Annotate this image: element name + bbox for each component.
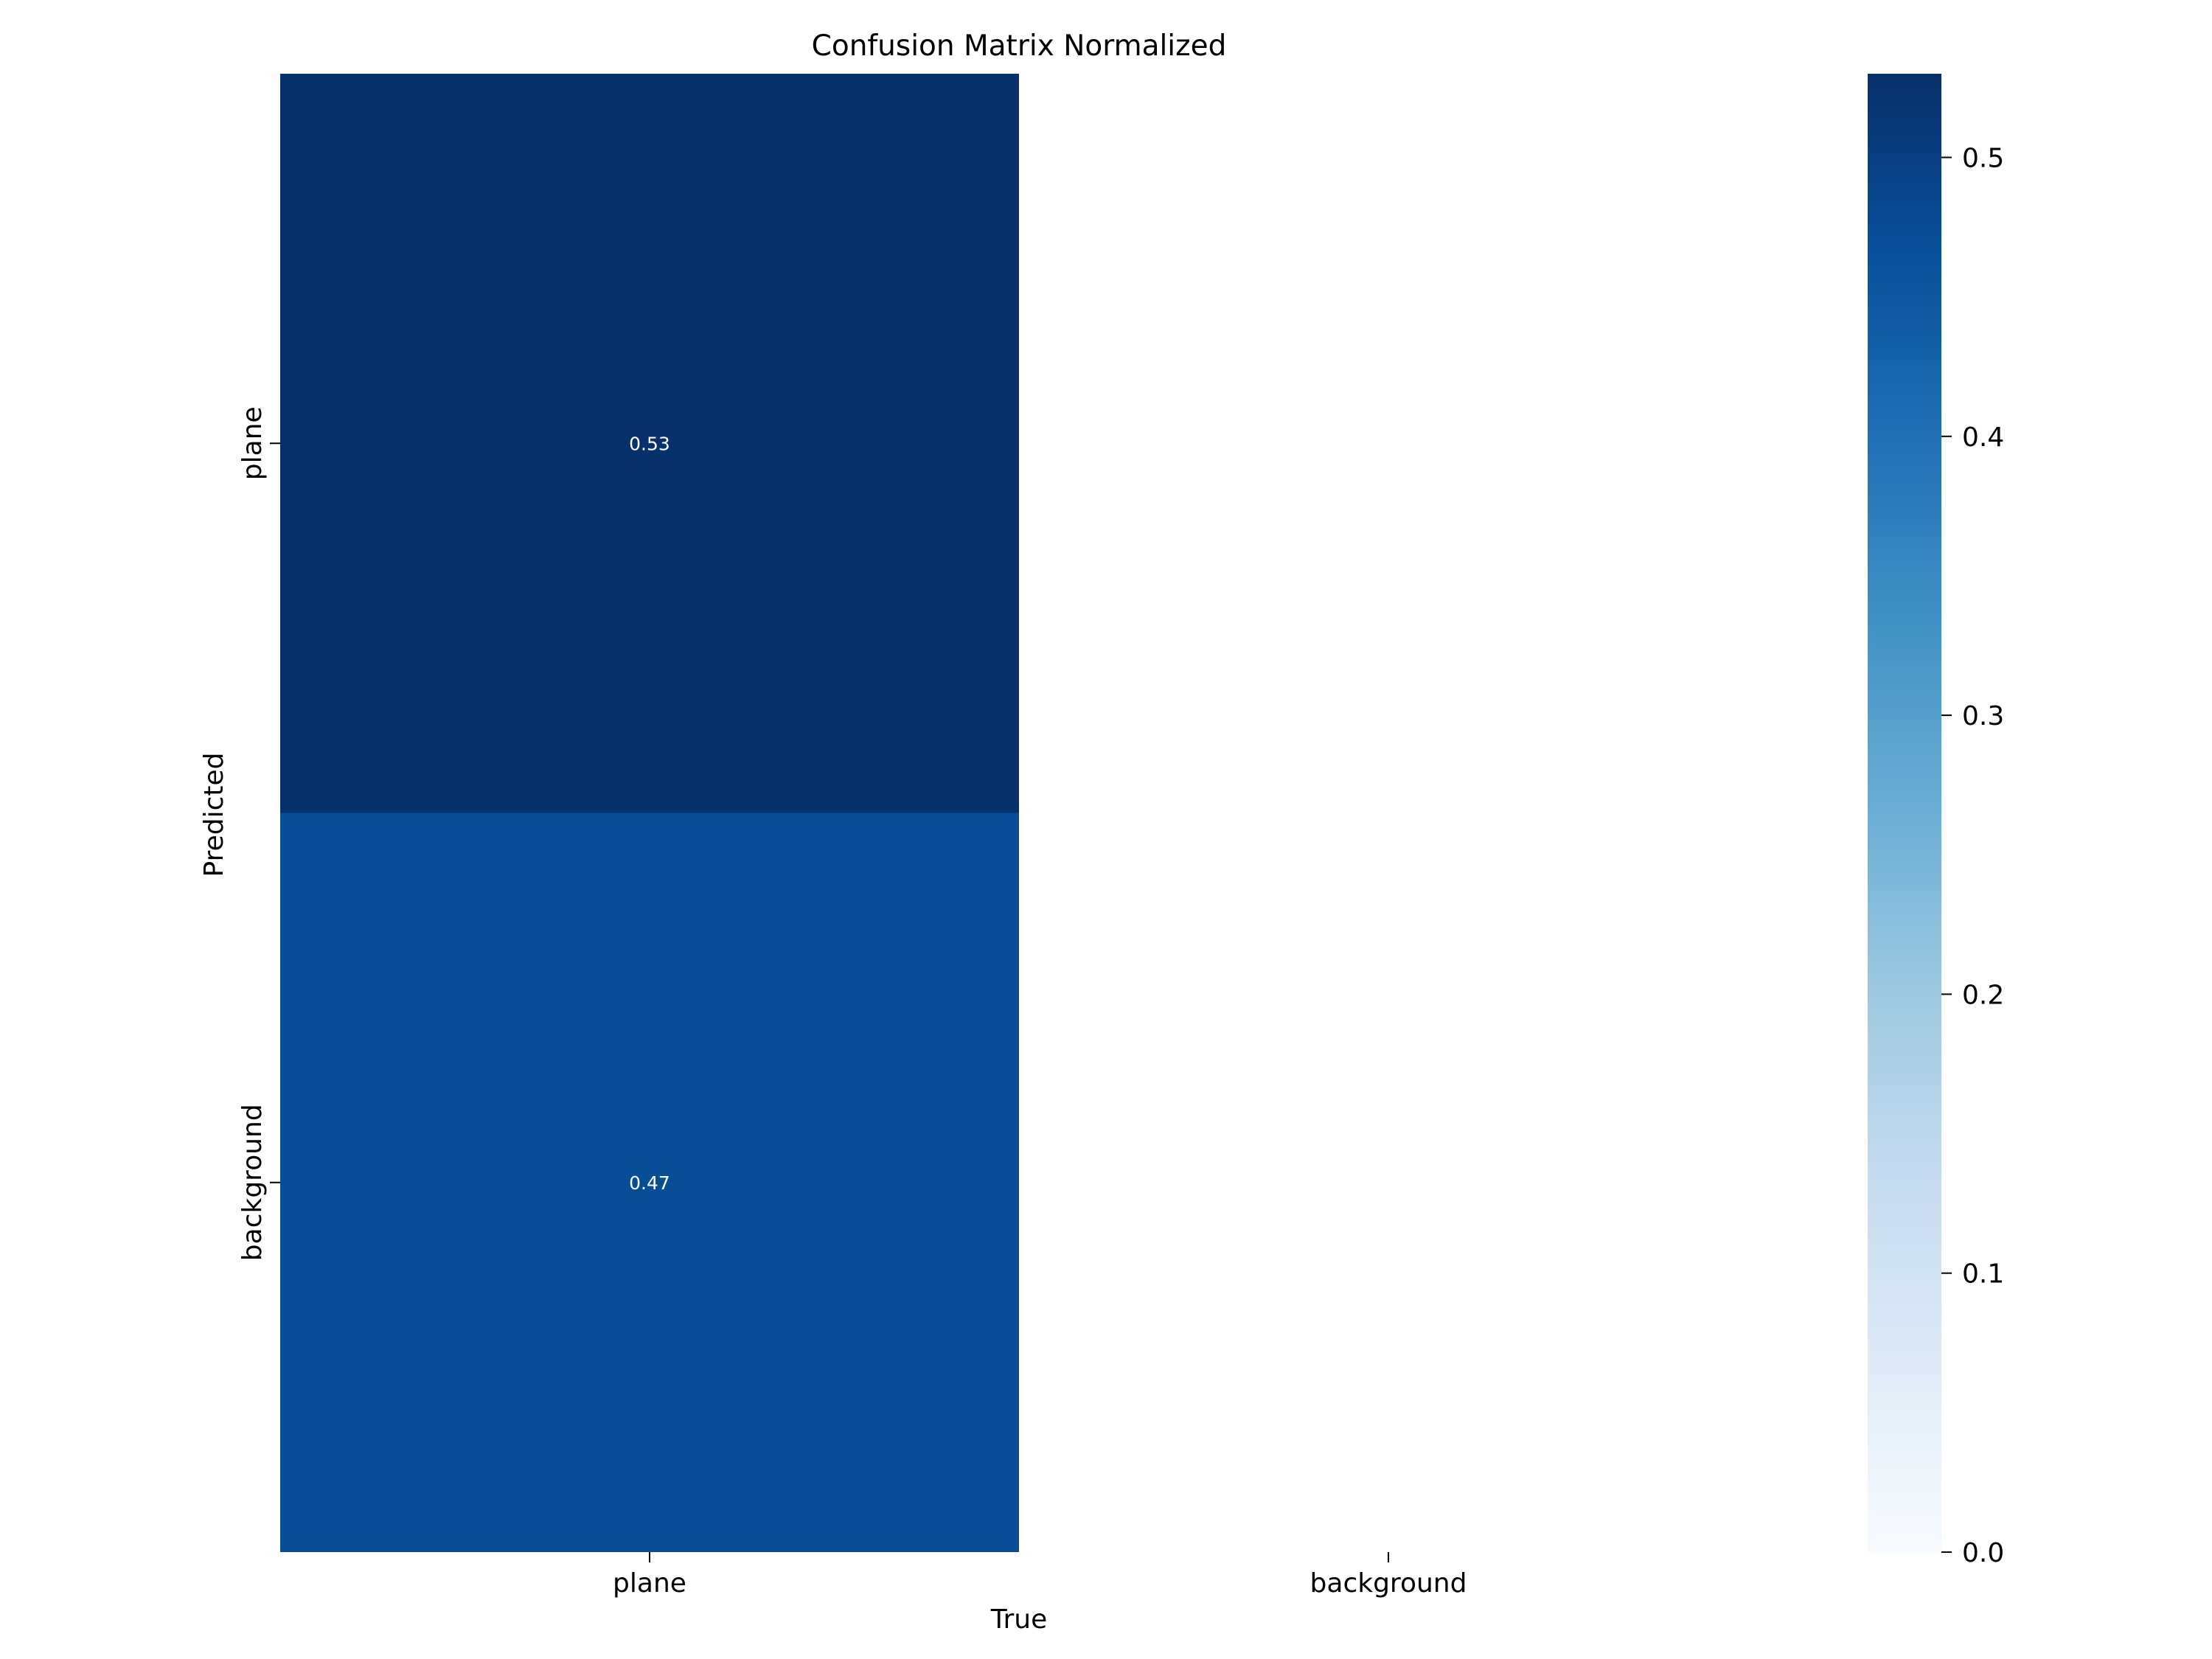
x-axis-ticks: plane background	[613, 1552, 1467, 1599]
x-axis-label: True	[990, 1604, 1047, 1635]
y-axis-label: Predicted	[199, 753, 229, 877]
colorbar-ticks: 0.0 0.1 0.2 0.3 0.4 0.5	[1941, 143, 2004, 1568]
heatmap-cell-background-plane	[280, 813, 1019, 1552]
colorbar-tick-label: 0.2	[1962, 980, 2004, 1010]
colorbar	[1868, 74, 1941, 1552]
x-tick-label-background: background	[1310, 1568, 1467, 1599]
y-tick-label-background: background	[237, 1104, 268, 1261]
chart-title: Confusion Matrix Normalized	[812, 29, 1227, 63]
y-axis-ticks: plane background	[237, 406, 280, 1261]
cell-value-label: 0.53	[629, 433, 670, 454]
colorbar-tick-label: 0.3	[1962, 701, 2004, 731]
colorbar-tick-label: 0.4	[1962, 422, 2004, 453]
heatmap-cell-labels: 0.53 0.47	[629, 433, 670, 1194]
cell-value-label: 0.47	[629, 1172, 670, 1194]
colorbar-tick-label: 0.0	[1962, 1538, 2004, 1568]
colorbar-tick-label: 0.5	[1962, 143, 2004, 173]
heatmap-cell-plane-plane	[280, 74, 1019, 813]
colorbar-tick-label: 0.1	[1962, 1259, 2004, 1290]
y-tick-label-plane: plane	[237, 406, 268, 480]
x-tick-label-plane: plane	[613, 1568, 686, 1599]
heatmap-cells	[280, 74, 1019, 1552]
